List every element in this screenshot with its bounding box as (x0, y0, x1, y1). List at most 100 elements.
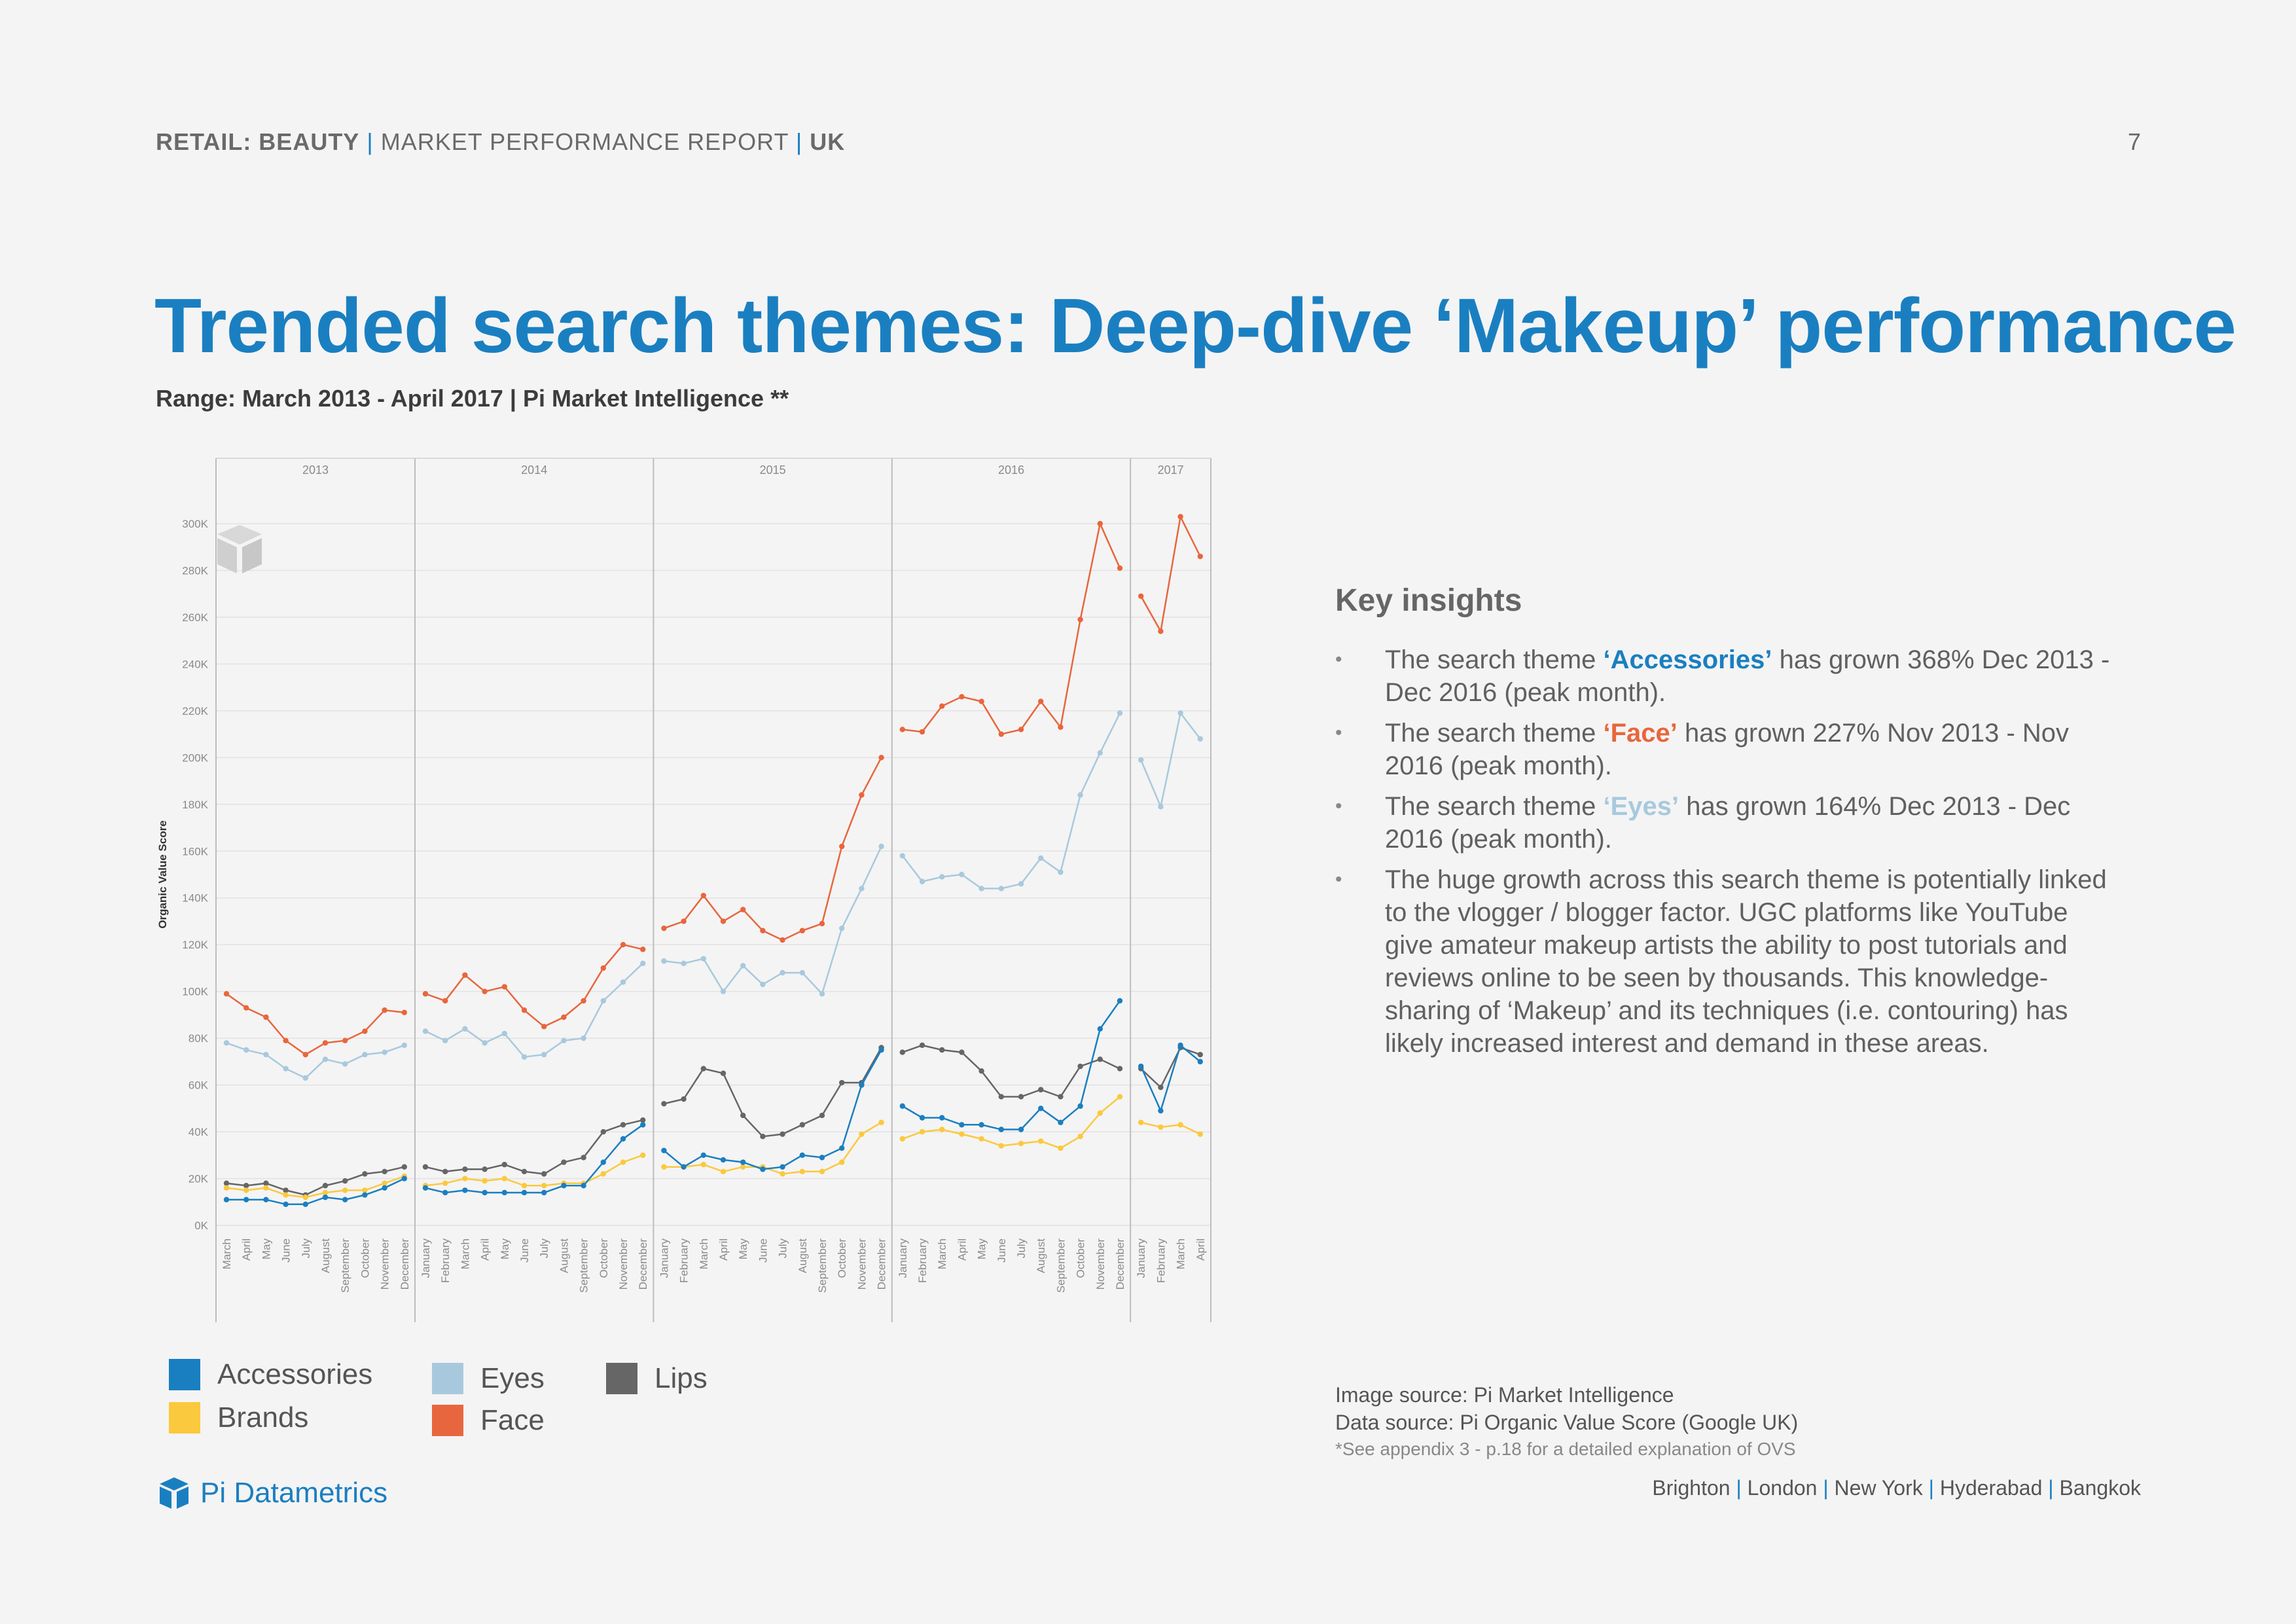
data-point-brands (302, 1194, 308, 1200)
data-point-lips (799, 1122, 805, 1128)
data-point-face (422, 991, 429, 997)
data-point-lips (561, 1159, 567, 1165)
x-tick-label: February (916, 1238, 929, 1284)
data-point-lips (521, 1168, 528, 1175)
data-point-face (1197, 553, 1204, 560)
data-point-accessories (501, 1189, 507, 1196)
data-point-face (661, 925, 667, 931)
x-tick-label: August (797, 1238, 809, 1273)
year-label: 2014 (521, 463, 547, 477)
brand-logo[interactable]: Pi Datametrics (157, 1476, 387, 1510)
x-tick-label: December (876, 1238, 888, 1290)
series-line-brands (902, 1096, 1121, 1149)
series-line-face (425, 943, 643, 1028)
data-point-face (382, 1007, 387, 1013)
x-tick-label: March (459, 1238, 471, 1269)
x-tick-label: December (399, 1238, 411, 1290)
y-tick-label: 200K (182, 751, 208, 764)
data-point-accessories (382, 1185, 387, 1191)
page-title: Trended search themes: Deep-dive ‘Makeup… (154, 283, 2236, 369)
data-point-face (263, 1014, 269, 1020)
legend-label: Brands (217, 1401, 309, 1434)
y-tick-label: 60K (188, 1079, 209, 1092)
series-line-lips (664, 1047, 882, 1138)
data-point-brands (1077, 1134, 1083, 1140)
x-tick-label: May (260, 1238, 272, 1260)
insight-item: • The huge growth across this search the… (1335, 863, 2121, 1060)
data-point-eyes (899, 853, 906, 859)
y-tick-label: 40K (188, 1126, 209, 1138)
data-point-face (521, 1007, 528, 1013)
legend-label: Lips (655, 1362, 708, 1394)
series-line-accessories (226, 1178, 405, 1206)
data-point-eyes (919, 878, 925, 884)
bullet-icon: • (1335, 869, 1342, 890)
x-tick-label: October (1075, 1238, 1087, 1278)
data-point-accessories (1138, 1063, 1144, 1070)
data-point-face (760, 928, 766, 933)
data-point-brands (1038, 1138, 1044, 1144)
insight-text: has grown 368% Dec 2013 - Dec 2016 (peak… (1385, 645, 2110, 707)
data-point-brands (700, 1161, 706, 1168)
data-point-face (799, 928, 805, 933)
data-point-face (959, 694, 965, 700)
x-tick-label: November (379, 1238, 391, 1290)
data-point-accessories (740, 1159, 746, 1165)
data-point-accessories (819, 1155, 825, 1161)
data-point-face (700, 892, 706, 899)
data-point-brands (342, 1187, 348, 1193)
data-point-brands (640, 1152, 646, 1159)
data-point-face (939, 703, 945, 709)
x-tick-label: March (936, 1238, 948, 1269)
header-sector: RETAIL: BEAUTY (156, 128, 360, 155)
data-point-eyes (640, 960, 646, 966)
data-point-brands (263, 1185, 269, 1191)
x-tick-label: September (339, 1238, 351, 1293)
data-point-face (302, 1051, 308, 1058)
x-tick-label: August (1035, 1238, 1047, 1273)
data-point-face (243, 1005, 249, 1011)
data-point-lips (442, 1168, 448, 1175)
data-point-eyes (442, 1038, 448, 1043)
data-point-eyes (1197, 736, 1204, 742)
year-label: 2017 (1158, 463, 1184, 477)
series-line-brands (1140, 1121, 1201, 1135)
data-point-face (1077, 617, 1083, 623)
bullet-icon: • (1335, 722, 1342, 744)
data-point-eyes (1018, 881, 1024, 887)
data-point-accessories (362, 1192, 368, 1198)
data-point-accessories (561, 1183, 567, 1189)
series-line-eyes (226, 1042, 405, 1079)
data-point-accessories (342, 1197, 348, 1202)
watermark-cube-icon (217, 538, 237, 573)
series-line-lips (1140, 1046, 1201, 1089)
data-point-face (681, 918, 687, 924)
brand-name: Pi Datametrics (200, 1477, 388, 1509)
data-point-accessories (1077, 1103, 1083, 1109)
data-point-eyes (1158, 804, 1164, 810)
x-tick-label: September (1054, 1238, 1067, 1293)
legend-label: Eyes (480, 1362, 545, 1394)
data-point-eyes (482, 1040, 488, 1046)
series-line-brands (425, 1154, 643, 1187)
data-point-brands (799, 1168, 805, 1175)
data-point-accessories (401, 1176, 407, 1182)
data-point-lips (243, 1183, 249, 1189)
data-point-eyes (283, 1066, 289, 1072)
x-tick-label: January (658, 1238, 670, 1278)
data-point-lips (760, 1134, 766, 1140)
data-point-lips (720, 1070, 726, 1076)
x-tick-label: January (897, 1238, 909, 1278)
data-point-accessories (878, 1047, 884, 1053)
data-point-eyes (740, 963, 746, 969)
data-point-face (878, 755, 884, 761)
data-point-eyes (1138, 757, 1144, 763)
data-point-accessories (760, 1166, 766, 1172)
data-point-accessories (521, 1189, 528, 1196)
data-point-eyes (462, 1026, 468, 1032)
data-point-brands (740, 1164, 746, 1170)
legend-label: Accessories (217, 1358, 373, 1390)
data-point-brands (939, 1127, 945, 1132)
x-tick-label: February (439, 1238, 452, 1284)
data-point-accessories (939, 1115, 945, 1121)
